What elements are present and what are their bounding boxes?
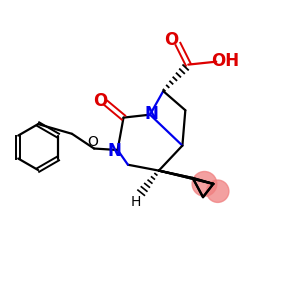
Text: N: N: [108, 142, 122, 160]
Text: OH: OH: [212, 52, 240, 70]
Circle shape: [192, 172, 217, 196]
Text: O: O: [164, 32, 178, 50]
Text: O: O: [93, 92, 107, 110]
Text: N: N: [145, 105, 158, 123]
Circle shape: [206, 180, 229, 203]
Text: H: H: [131, 194, 141, 208]
Text: O: O: [87, 135, 98, 149]
